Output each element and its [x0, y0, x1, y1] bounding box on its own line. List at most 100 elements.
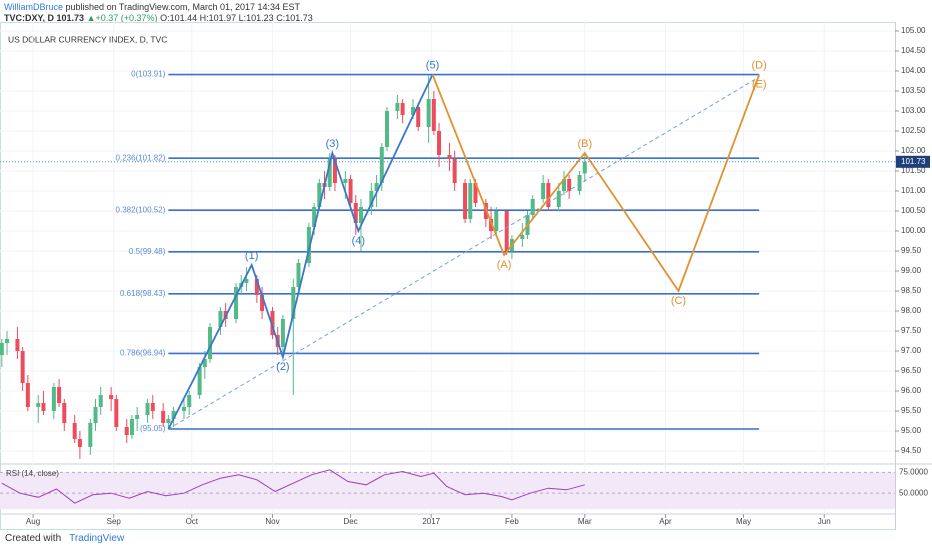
- y-tick-label: 97.00: [901, 346, 922, 355]
- candle-body: [312, 207, 317, 227]
- change: ▲+0.37 (+0.37%): [86, 13, 158, 23]
- candle-body: [244, 279, 249, 283]
- chart-title: US DOLLAR CURRENCY INDEX, D, TVC: [8, 34, 167, 44]
- rsi-band: [0, 472, 895, 509]
- candle-body: [218, 311, 223, 327]
- y-tick-label: 98.00: [901, 306, 922, 315]
- y-tick-label: 97.50: [901, 326, 922, 335]
- y-tick-label: 101.50: [901, 166, 926, 175]
- candle-body: [114, 399, 119, 427]
- candle-body: [384, 111, 389, 147]
- last-price-box: [896, 155, 930, 168]
- candle-body: [317, 183, 322, 207]
- wave-label: (3): [326, 138, 339, 150]
- x-tick-label: Mar: [578, 517, 592, 526]
- y-tick-label: 96.00: [901, 386, 922, 395]
- y-tick-label: 98.50: [901, 286, 922, 295]
- candle-body: [291, 287, 296, 319]
- x-tick-label: Nov: [265, 517, 279, 526]
- candle-body: [353, 203, 358, 223]
- candle-body: [530, 199, 535, 215]
- candle-body: [57, 387, 62, 403]
- candle-body: [426, 99, 431, 127]
- candle-body: [181, 407, 186, 411]
- candle-body: [234, 287, 239, 319]
- candle-body: [447, 155, 452, 159]
- y-tick-label: 105.00: [901, 26, 926, 35]
- fib-label: 0(103.91): [131, 70, 166, 79]
- candle-body: [546, 183, 551, 207]
- candle-body: [489, 219, 494, 231]
- candle-body: [171, 411, 176, 419]
- fib-label: 0.236(101.82): [116, 153, 166, 162]
- close: C:101.73: [276, 13, 313, 23]
- high: H:101.97: [199, 13, 237, 23]
- candle-body: [208, 327, 213, 359]
- wave-label: (1): [245, 250, 258, 262]
- candle-body: [202, 359, 207, 367]
- candle-body: [135, 415, 140, 419]
- candle-body: [577, 175, 582, 191]
- y-tick-label: 102.50: [901, 126, 926, 135]
- candle-body: [254, 279, 259, 295]
- candle-body: [161, 411, 166, 423]
- candle-body: [20, 351, 25, 383]
- y-tick-label: 101.00: [901, 186, 926, 195]
- candle-body: [494, 211, 499, 231]
- candle-body: [348, 179, 353, 203]
- y-tick-label: 95.50: [901, 406, 922, 415]
- candle-body: [296, 263, 301, 287]
- x-tick-label: Oct: [186, 517, 199, 526]
- candle-body: [88, 423, 93, 447]
- trendline: [168, 76, 760, 430]
- candle-body: [41, 403, 46, 411]
- candle-body: [187, 395, 192, 407]
- candle-body: [0, 343, 4, 355]
- candle-body: [51, 387, 56, 411]
- candle-body: [561, 179, 566, 191]
- candle-body: [504, 211, 509, 251]
- frame: [0, 22, 896, 530]
- x-tick-label: Jun: [818, 517, 831, 526]
- wave-label: (D): [752, 60, 767, 72]
- candle-body: [400, 103, 405, 115]
- y-tick-label: 103.50: [901, 86, 926, 95]
- candle-body: [379, 147, 384, 183]
- last-price-label: 101.73: [901, 157, 926, 166]
- candle-body: [332, 159, 337, 183]
- rsi-tick-label: 75.0000: [899, 467, 928, 476]
- y-tick-label: 104.50: [901, 46, 926, 55]
- wave-label: (B): [577, 138, 592, 150]
- y-tick-label: 100.00: [901, 226, 926, 235]
- candle-body: [395, 103, 400, 111]
- wave-label: (A): [497, 259, 512, 271]
- header: WilliamDBruce published on TradingView.c…: [4, 2, 313, 24]
- candle-body: [150, 403, 155, 411]
- candle-body: [270, 311, 275, 335]
- y-tick-label: 96.50: [901, 366, 922, 375]
- wave-label: (2): [276, 361, 289, 373]
- y-tick-label: 102.00: [901, 146, 926, 155]
- candle-body: [468, 183, 473, 219]
- low: L:101.23: [238, 13, 274, 23]
- candle-body: [582, 161, 587, 174]
- candle-body: [473, 183, 478, 203]
- candle-body: [556, 191, 561, 207]
- y-tick-label: 99.50: [901, 246, 922, 255]
- candle-body: [129, 419, 134, 435]
- author[interactable]: WilliamDBruce: [4, 2, 64, 12]
- x-tick-label: 2017: [422, 517, 440, 526]
- candle-body: [374, 183, 379, 191]
- wave: [431, 74, 760, 293]
- wave: [167, 74, 434, 430]
- candle-body: [36, 403, 41, 407]
- y-tick-label: 103.00: [901, 106, 926, 115]
- candle-body: [280, 319, 285, 347]
- candle-body: [25, 383, 30, 407]
- rsi-tick-label: 50.0000: [899, 488, 928, 497]
- candle-body: [77, 439, 82, 447]
- brand[interactable]: TradingView: [69, 533, 125, 544]
- candle-body: [452, 159, 457, 183]
- candle-body: [463, 183, 468, 219]
